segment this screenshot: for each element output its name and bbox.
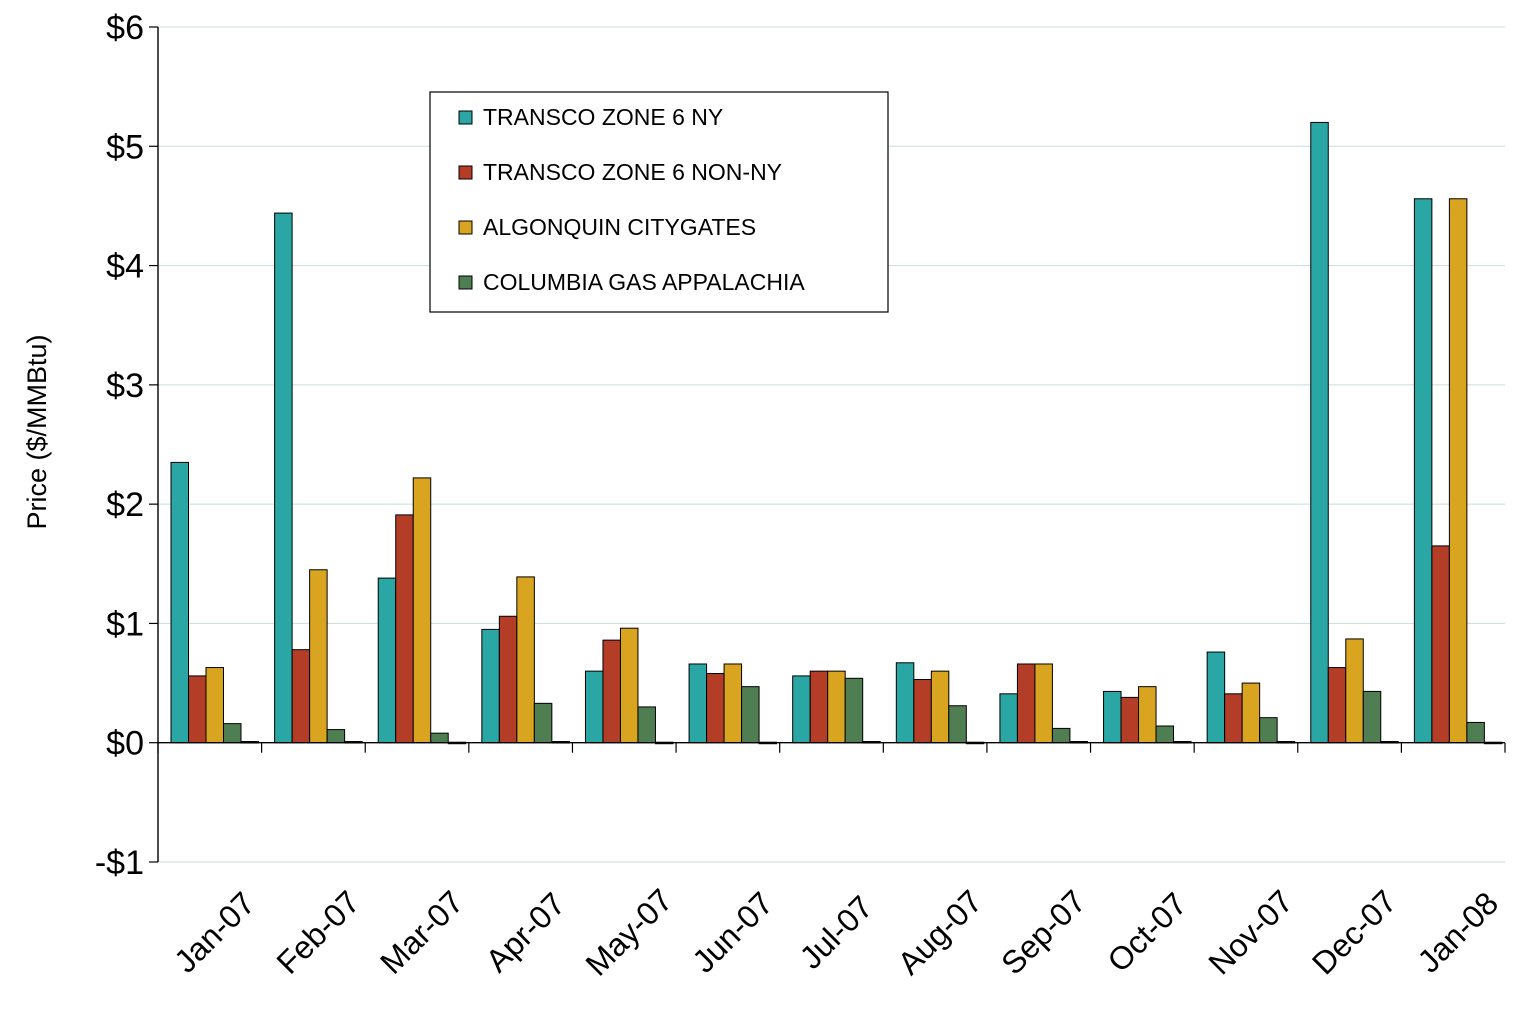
axes	[149, 26, 1506, 863]
bar	[274, 212, 293, 744]
bar	[930, 670, 950, 744]
legend-swatch	[458, 110, 473, 125]
x-tick-label: Oct-07	[1100, 886, 1193, 979]
bar	[1241, 682, 1261, 744]
bar	[1138, 686, 1157, 744]
bar	[792, 675, 811, 744]
bar	[309, 569, 328, 744]
legend: TRANSCO ZONE 6 NY TRANSCO ZONE 6 NON-NY AL…	[429, 91, 889, 313]
y-tick-label: $0	[106, 725, 144, 763]
x-tick-label: Jan-08	[1411, 885, 1506, 980]
bar	[1448, 198, 1468, 744]
x-tick-label: May-07	[578, 882, 679, 983]
bar	[1120, 696, 1140, 744]
legend-swatch	[458, 275, 473, 290]
bar	[395, 514, 414, 744]
y-tick-label: $3	[106, 367, 144, 405]
bar	[205, 667, 224, 744]
x-tick-label: Aug-07	[891, 883, 989, 981]
x-tick-label: Apr-07	[479, 886, 572, 979]
bar	[1327, 667, 1347, 744]
x-axis-category-labels: Jan-07 Feb-07 Mar-07 Apr-07 May-07 Jun-07 Jul-…	[167, 882, 1505, 983]
legend-box	[429, 91, 889, 313]
bar	[723, 663, 743, 744]
bar	[1206, 651, 1226, 744]
x-tick-label: Sep-07	[994, 883, 1092, 981]
y-axis-title: Price ($/MMBtu)	[22, 334, 52, 529]
bar	[326, 729, 346, 744]
bar	[223, 723, 242, 744]
bar	[291, 649, 311, 744]
bar	[688, 663, 708, 744]
bar	[619, 627, 639, 744]
y-axis-tick-labels: -$1 $0 $1 $2 $3 $4 $5 $6	[95, 9, 144, 882]
legend-label: COLUMBIA GAS APPALACHIA	[483, 269, 805, 295]
bar	[430, 732, 449, 744]
bar	[1466, 721, 1485, 744]
y-tick-label: -$1	[95, 844, 144, 882]
bar	[170, 461, 189, 744]
bar	[1259, 717, 1278, 744]
bar	[516, 576, 535, 744]
bar	[1413, 198, 1433, 744]
bar	[1034, 663, 1053, 744]
x-tick-label: Nov-07	[1201, 883, 1299, 981]
y-tick-label: $4	[106, 248, 144, 286]
bar	[1224, 693, 1243, 744]
y-tick-label: $2	[106, 486, 144, 524]
bar	[377, 577, 397, 744]
x-tick-label: Jul-07	[793, 889, 880, 976]
bar	[1155, 725, 1175, 744]
bar	[481, 628, 500, 744]
bar	[1310, 121, 1329, 744]
bar	[844, 677, 864, 744]
bar	[1103, 690, 1122, 744]
bar	[827, 670, 846, 744]
bar	[1362, 690, 1382, 744]
x-tick-label: Mar-07	[373, 884, 470, 981]
y-tick-label: $5	[106, 128, 144, 166]
x-tick-label: Jun-07	[685, 885, 780, 980]
bar	[533, 702, 553, 744]
y-tick-label: $1	[106, 605, 144, 643]
bar	[706, 673, 725, 744]
bar	[1016, 663, 1036, 744]
bar	[913, 678, 932, 744]
bar	[1345, 638, 1364, 744]
bar	[637, 706, 656, 744]
x-tick-label: Jan-07	[167, 885, 262, 980]
bar	[741, 686, 760, 744]
bars	[170, 121, 1503, 745]
x-tick-label: Feb-07	[270, 884, 367, 981]
legend-swatch	[458, 165, 473, 180]
legend-label: TRANSCO ZONE 6 NY	[483, 104, 723, 130]
bar	[188, 675, 207, 744]
bar	[602, 639, 621, 744]
y-tick-label: $6	[106, 9, 144, 47]
bar	[999, 693, 1018, 744]
bar	[809, 670, 829, 744]
legend-swatch	[458, 220, 473, 235]
bar	[895, 662, 915, 744]
bar	[1051, 727, 1071, 744]
legend-label: ALGONQUIN CITYGATES	[483, 214, 756, 240]
x-tick-label: Dec-07	[1305, 883, 1403, 981]
bar	[498, 615, 518, 744]
bar	[948, 705, 967, 744]
bar	[412, 477, 432, 744]
bar	[584, 670, 604, 744]
bar	[1431, 545, 1450, 744]
legend-label: TRANSCO ZONE 6 NON-NY	[483, 159, 782, 185]
